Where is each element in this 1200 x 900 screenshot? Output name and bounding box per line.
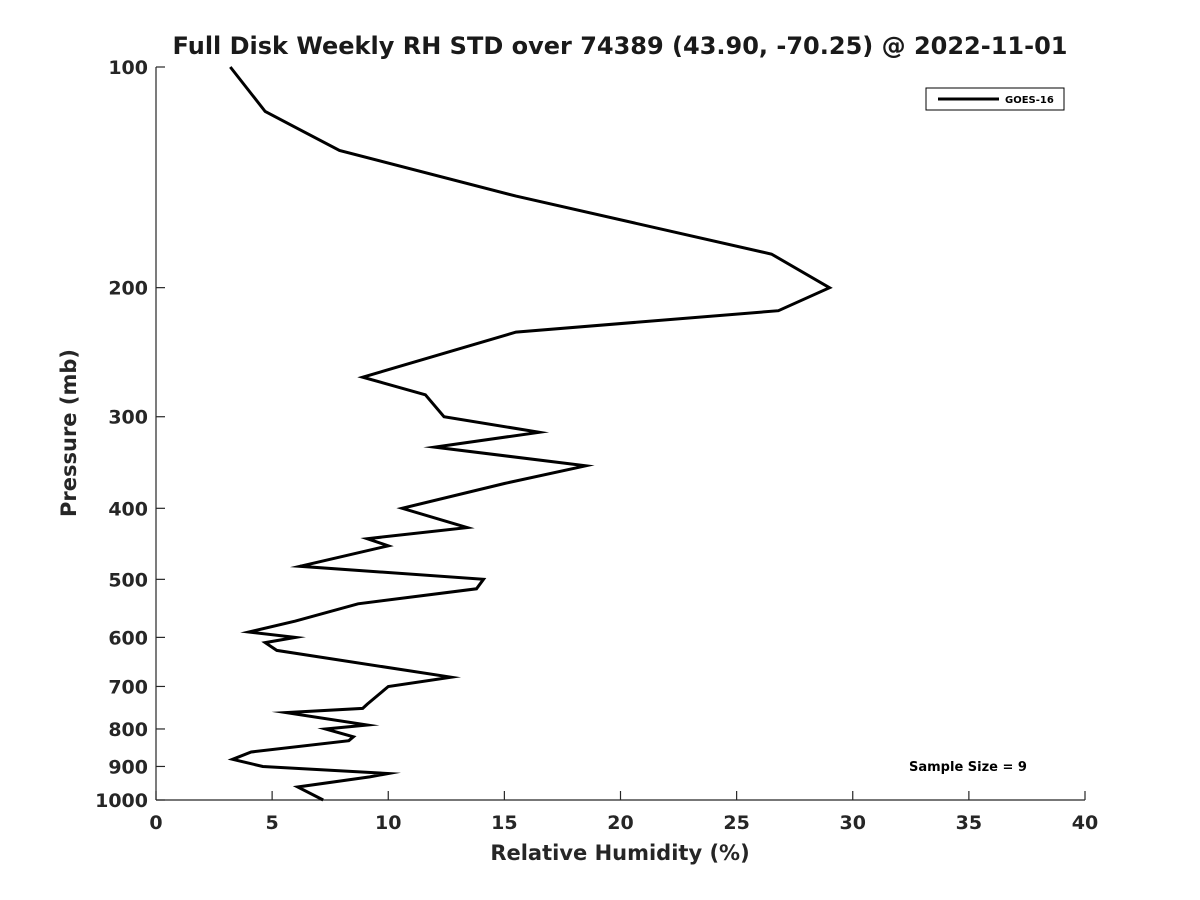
x-axis-label: Relative Humidity (%) — [490, 841, 749, 865]
y-tick-label: 700 — [108, 676, 148, 698]
x-tick-label: 15 — [491, 812, 517, 834]
sample-size-annotation: Sample Size = 9 — [909, 760, 1027, 775]
series-line-goes-16 — [227, 66, 833, 802]
y-tick-label: 900 — [108, 756, 148, 778]
x-tick-label: 5 — [266, 812, 279, 834]
series-layer — [227, 66, 833, 802]
y-axis-label: Pressure (mb) — [57, 349, 81, 517]
x-tick-label: 10 — [375, 812, 401, 834]
y-tick-label: 500 — [108, 569, 148, 591]
x-tick-label: 30 — [840, 812, 866, 834]
legend: GOES-16 — [925, 87, 1065, 111]
x-tick-label: 20 — [607, 812, 633, 834]
y-tick-label: 800 — [108, 719, 148, 741]
legend-label: GOES-16 — [1005, 95, 1054, 106]
y-tick-label: 400 — [108, 498, 148, 520]
y-tick-label: 100 — [108, 57, 148, 79]
chart-title: Full Disk Weekly RH STD over 74389 (43.9… — [173, 32, 1068, 60]
x-tick-label: 35 — [956, 812, 982, 834]
x-tick-label: 25 — [723, 812, 749, 834]
y-tick-label: 300 — [108, 407, 148, 429]
x-tick-label: 0 — [149, 812, 162, 834]
y-tick-label: 1000 — [95, 790, 148, 812]
axes: 0 5 10 15 20 25 30 35 40 100 200 300 400 500 600 700 800… — [95, 57, 1098, 834]
y-tick-label: 600 — [108, 627, 148, 649]
x-tick-label: 40 — [1072, 812, 1098, 834]
y-tick-label: 200 — [108, 278, 148, 300]
